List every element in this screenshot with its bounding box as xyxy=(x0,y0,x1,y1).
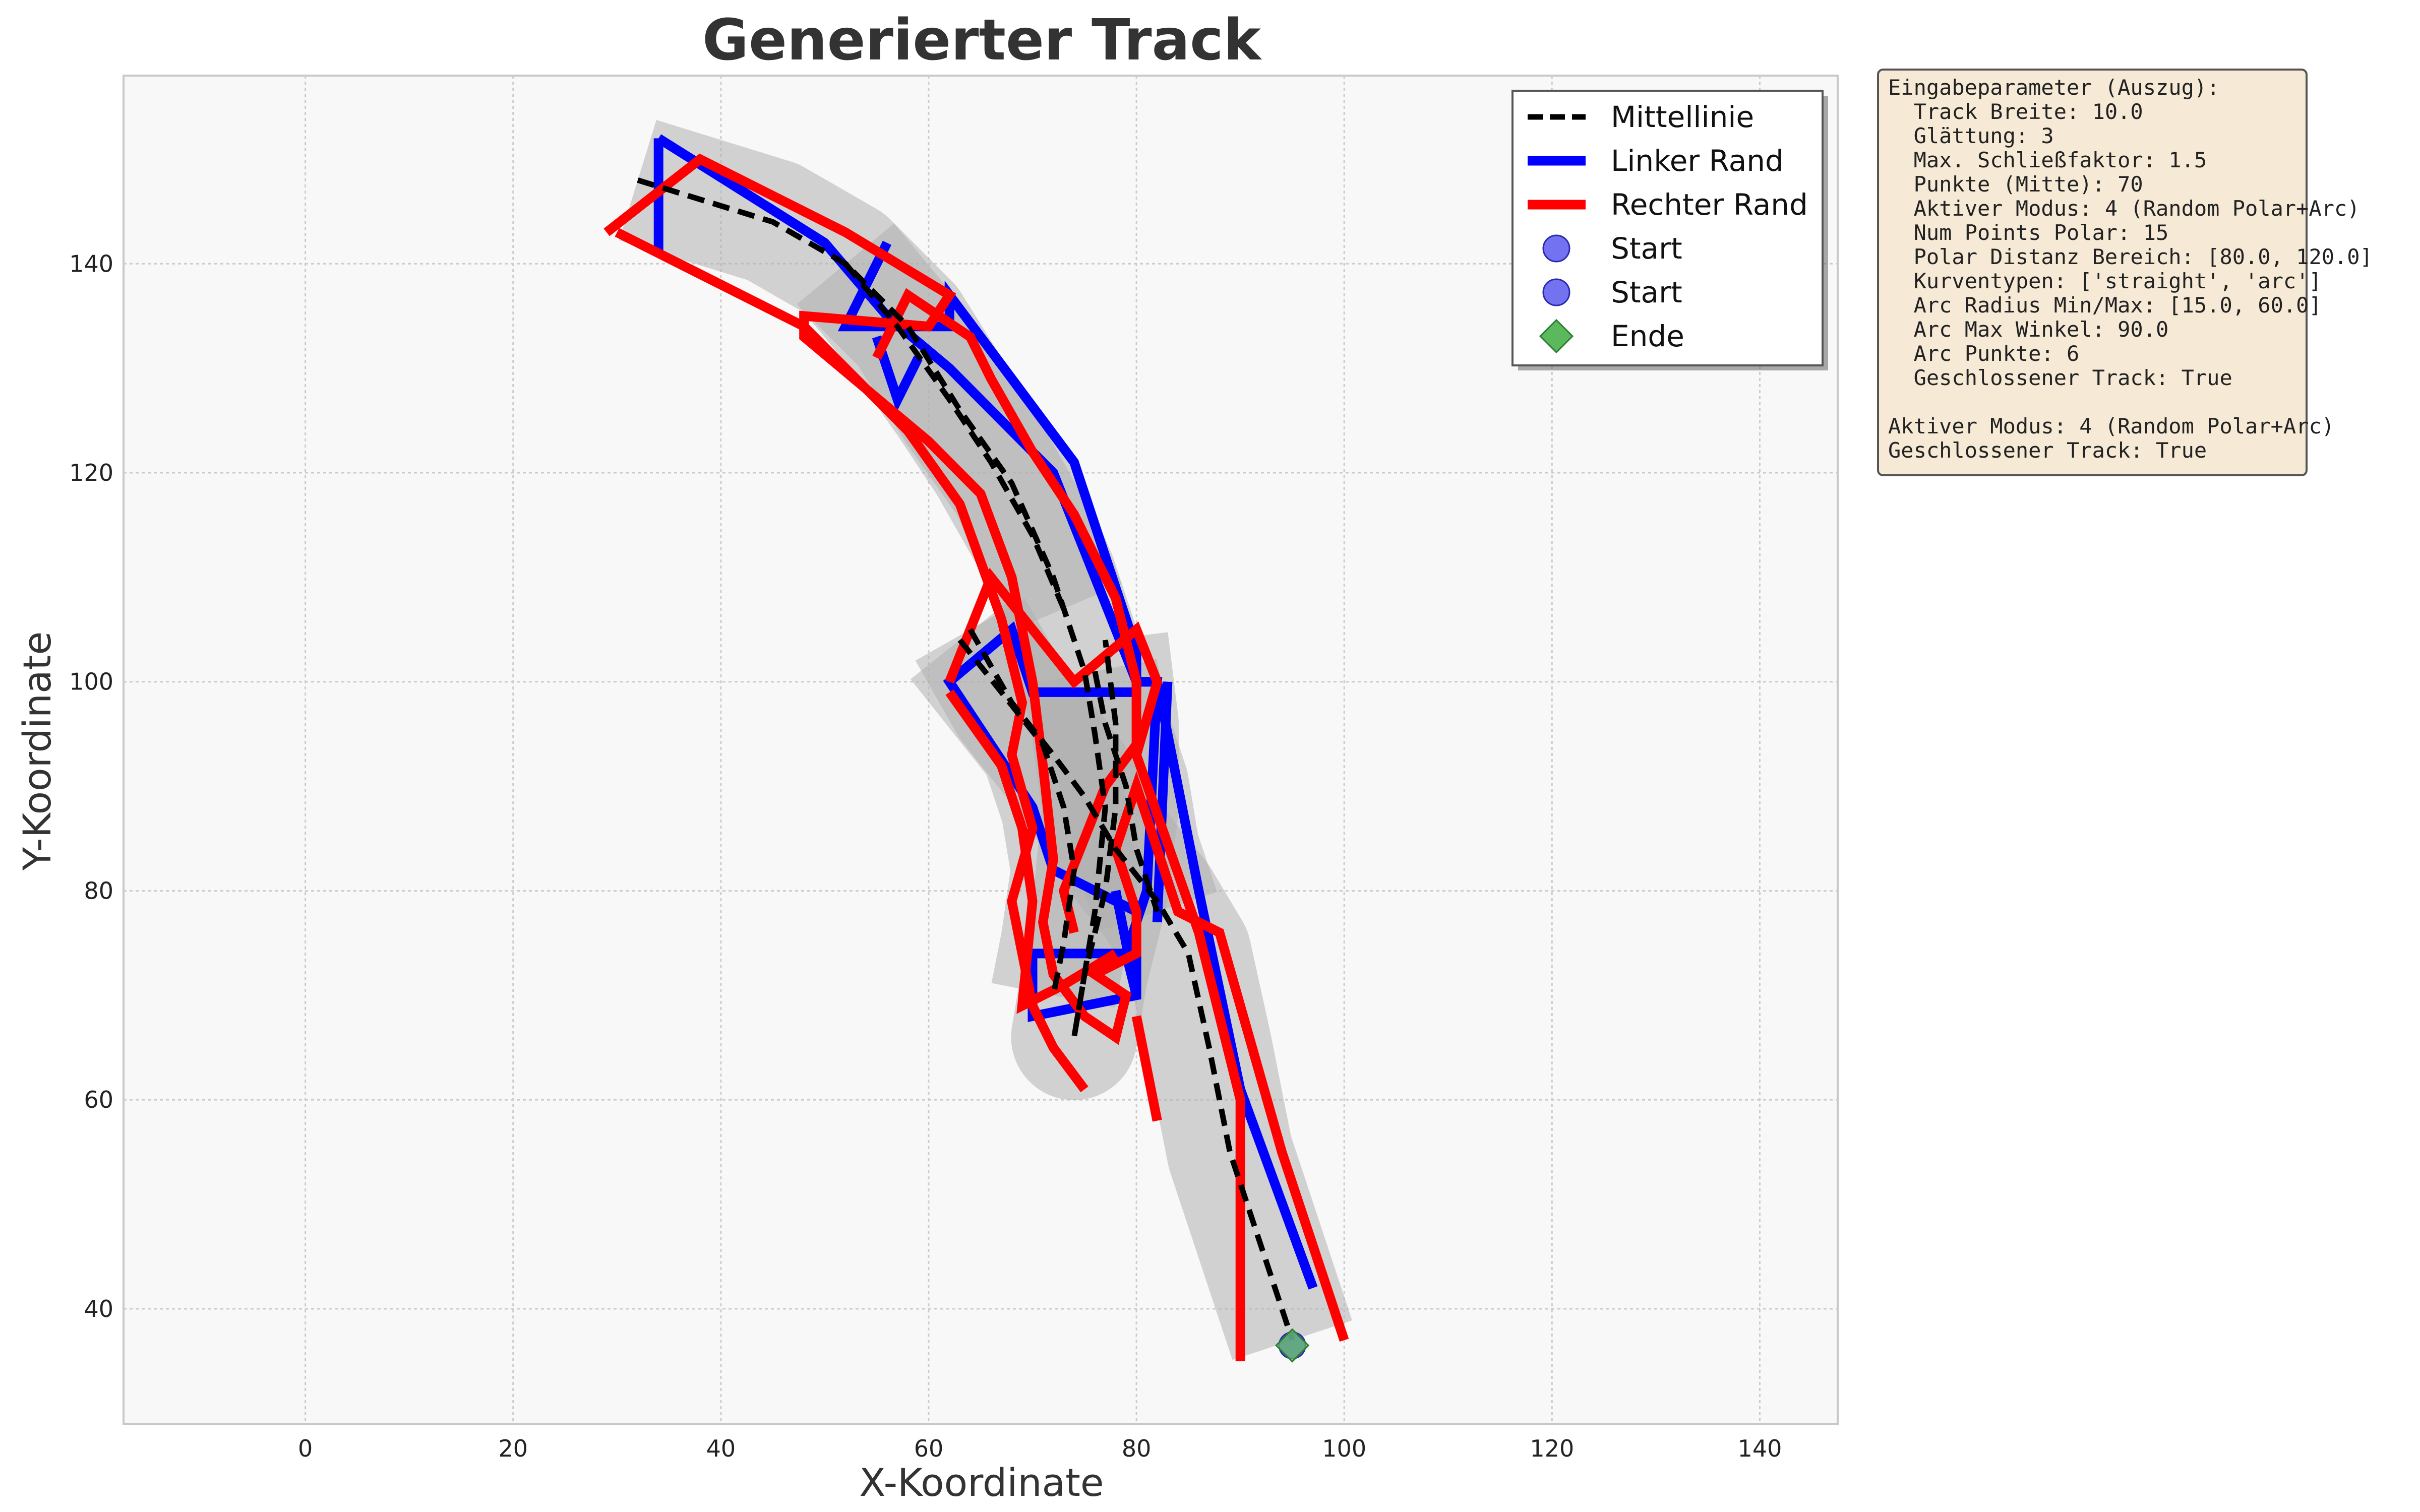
centerline-path xyxy=(957,638,1077,996)
x-tick-label: 100 xyxy=(1322,1435,1366,1462)
legend-label: Start xyxy=(1611,275,1682,309)
info-line: Arc Punkte: 6 xyxy=(1888,341,2079,366)
legend: Mittellinie Linker Rand Rechter Rand Start S… xyxy=(1511,90,1828,370)
right-edge-path xyxy=(1131,1015,1162,1122)
chart-title: Generierter Track xyxy=(702,8,1262,73)
right-edge-path xyxy=(615,228,1088,1093)
centerline-path xyxy=(1092,670,1160,913)
info-line: Aktiver Modus: 4 (Random Polar+Arc) xyxy=(1888,414,2334,438)
info-line: Punkte (Mitte): 70 xyxy=(1888,172,2143,197)
marker-layer xyxy=(1275,1328,1310,1363)
tick-labels: 0 20 40 60 80 100 120 140 40 60 80 100 120 140 xyxy=(69,250,1782,1462)
right-edge-path xyxy=(603,153,1349,1342)
legend-item: Rechter Rand xyxy=(1528,187,1808,222)
info-line: Glättung: 3 xyxy=(1888,123,2054,148)
x-tick-label: 120 xyxy=(1530,1435,1574,1462)
y-tick-label: 40 xyxy=(84,1295,113,1322)
info-line: Num Points Polar: 15 xyxy=(1888,220,2168,245)
info-line: Geschlossener Track: True xyxy=(1888,365,2232,390)
centerline-path xyxy=(637,177,1119,1038)
legend-item: Linker Rand xyxy=(1528,144,1784,178)
info-line: Track Breite: 10.0 xyxy=(1888,99,2143,124)
y-tick-label: 60 xyxy=(84,1086,113,1113)
y-axis-label: Y-Koordinate xyxy=(15,632,59,871)
legend-label: Ende xyxy=(1611,319,1684,353)
info-line: Eingabeparameter (Auszug): xyxy=(1888,75,2219,100)
x-axis-label: X-Koordinate xyxy=(859,1460,1104,1505)
series-layer xyxy=(603,134,1349,1361)
x-tick-label: 20 xyxy=(498,1435,528,1462)
legend-item: Start xyxy=(1542,275,1682,309)
info-line: Arc Radius Min/Max: [15.0, 60.0] xyxy=(1888,293,2322,318)
info-line: Aktiver Modus: 4 (Random Polar+Arc) xyxy=(1888,196,2360,221)
legend-swatch xyxy=(1539,319,1574,354)
legend-label: Mittellinie xyxy=(1611,100,1754,134)
x-tick-label: 0 xyxy=(298,1435,313,1462)
y-tick-label: 80 xyxy=(84,877,113,904)
info-box-frame xyxy=(1877,69,2308,476)
y-tick-label: 100 xyxy=(69,668,113,696)
centerline-path xyxy=(843,262,1066,610)
end-marker xyxy=(1275,1328,1310,1363)
x-tick-label: 140 xyxy=(1738,1435,1782,1462)
legend-item: Ende xyxy=(1539,319,1684,354)
right-edge-path xyxy=(945,568,1245,1361)
y-tick-label: 140 xyxy=(69,250,113,277)
legend-item: Start xyxy=(1542,231,1682,266)
parameter-info-box: Eingabeparameter (Auszug): Track Breite:… xyxy=(1877,69,2373,476)
right-edge-path xyxy=(945,689,1118,1014)
info-line: Polar Distanz Bereich: [80.0, 120.0] xyxy=(1888,244,2373,269)
info-line: Kurventypen: ['straight', 'arc'] xyxy=(1888,269,2322,293)
x-tick-label: 60 xyxy=(914,1435,944,1462)
x-tick-label: 40 xyxy=(706,1435,736,1462)
x-tick-label: 80 xyxy=(1122,1435,1152,1462)
legend-item: Mittellinie xyxy=(1528,100,1754,134)
legend-label: Rechter Rand xyxy=(1611,187,1808,222)
legend-swatch xyxy=(1542,234,1570,263)
info-line: Arc Max Winkel: 90.0 xyxy=(1888,317,2168,342)
legend-label: Linker Rand xyxy=(1611,144,1784,178)
right-edge-path xyxy=(872,288,1141,934)
legend-box xyxy=(1511,90,1824,366)
info-line: Geschlossener Track: True xyxy=(1888,438,2207,463)
y-tick-label: 120 xyxy=(69,459,113,486)
left-edge-path xyxy=(1152,681,1173,923)
left-edge-path xyxy=(872,335,923,412)
legend-swatch xyxy=(1542,278,1570,306)
info-line: Max. Schließfaktor: 1.5 xyxy=(1888,148,2207,172)
legend-label: Start xyxy=(1611,231,1682,266)
